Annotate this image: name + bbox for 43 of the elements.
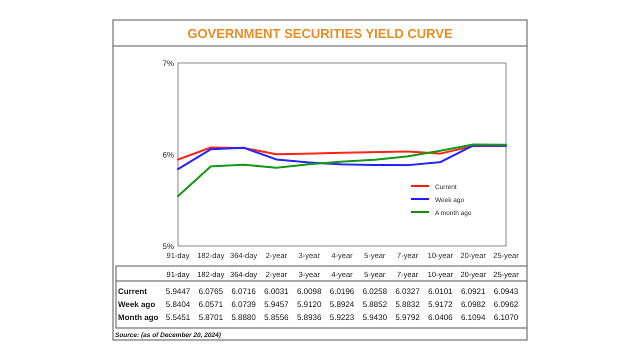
line-series [177,144,507,161]
data-label: 5.8880 [231,313,256,322]
line-series [177,143,507,198]
data-label: 5.8832 [395,300,420,309]
chart-title: GOVERNMENT SECURITIES YIELD CURVE [187,26,453,41]
data-label: 6.0716 [231,287,256,296]
data-label: 6.0921 [460,287,486,296]
y-tick-label: 5% [162,242,174,251]
data-label: 5.9792 [395,313,420,322]
data-label: 6.0327 [395,287,420,296]
data-label: 6.0739 [231,300,256,309]
y-tick-label: 7% [162,59,174,68]
data-label: 5.9457 [264,300,290,309]
data-label: 5.8556 [264,313,290,322]
data-label: 6.0098 [296,287,322,296]
data-label: 6.0962 [494,300,519,309]
data-label: 6.1094 [460,313,486,322]
data-label: 6.0031 [264,287,290,296]
data-label: 5.8701 [198,313,224,322]
data-label: 5.8404 [166,300,191,309]
data-label: 6.0196 [330,287,355,296]
data-label: 6.0571 [198,300,224,309]
data-label: 5.9172 [428,300,454,309]
data-label: 5.9430 [362,313,388,322]
data-label: 5.8852 [362,300,388,309]
data-label: 6.0982 [460,300,486,309]
text: Week ago [118,300,156,309]
data-label: 5.9120 [296,300,322,309]
text: Current [118,287,147,296]
data-label: 6.0258 [362,287,388,296]
data-label: 5.9447 [166,287,191,296]
data-label: 6.0406 [428,313,454,322]
data-label: 6.0943 [494,287,519,296]
y-tick-label: 6% [162,150,174,160]
data-label: 5.9223 [330,313,355,322]
data-label: 5.8936 [296,313,322,322]
line-series [177,144,507,170]
data-label: 6.0765 [198,287,224,296]
text: Month ago [118,313,159,322]
data-label: 6.1070 [494,313,519,322]
data-label: 5.5451 [166,313,191,322]
data-label: 6.0101 [428,287,454,296]
data-label: 5.8924 [330,300,355,309]
